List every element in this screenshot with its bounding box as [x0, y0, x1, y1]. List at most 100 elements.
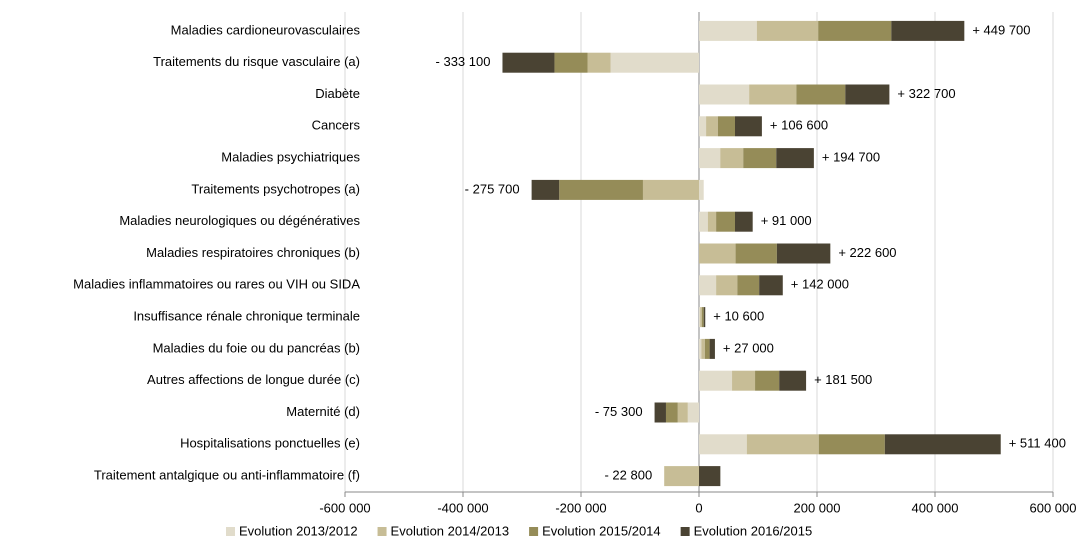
bar-segment — [845, 84, 890, 105]
y-tick-label: Hospitalisations ponctuelles (e) — [180, 436, 360, 451]
bar-segment — [701, 338, 705, 359]
y-tick-label: Maladies respiratoires chroniques (b) — [146, 245, 360, 260]
bar-segment — [796, 84, 846, 105]
bar-segment — [699, 466, 721, 487]
bar-segment — [699, 243, 736, 264]
bar-segment — [749, 84, 797, 105]
bar-segment — [610, 52, 699, 73]
total-label: + 91 000 — [761, 213, 812, 228]
total-label: + 511 400 — [1009, 436, 1066, 451]
bar-segment — [699, 338, 702, 359]
y-tick-label: Maladies psychiatriques — [221, 150, 360, 165]
x-tick-label: 0 — [695, 500, 702, 515]
x-tick-label: -400 000 — [437, 500, 488, 515]
y-tick-label: Maladies inflammatoires ou rares ou VIH … — [73, 277, 360, 292]
bar-segment — [776, 243, 831, 264]
legend-swatch — [529, 527, 539, 536]
y-tick-label: Traitements psychotropes (a) — [191, 181, 360, 196]
bar-segment — [884, 434, 1001, 455]
total-label: + 449 700 — [972, 22, 1030, 37]
bar-segment — [699, 275, 717, 296]
total-label: + 10 600 — [713, 309, 764, 324]
bar-segment — [703, 307, 706, 328]
total-label: - 22 800 — [604, 468, 652, 483]
total-label: + 106 600 — [770, 118, 828, 133]
bar-segment — [699, 211, 708, 232]
bar-segment — [732, 370, 756, 391]
total-label: - 275 700 — [465, 181, 520, 196]
bar-segment — [707, 211, 717, 232]
y-tick-label: Maladies cardioneurovasculaires — [171, 22, 361, 37]
total-label: + 222 600 — [838, 245, 896, 260]
total-label: + 142 000 — [791, 277, 849, 292]
legend-label: Evolution 2016/2015 — [694, 523, 813, 538]
bar-segment — [717, 116, 735, 137]
y-tick-label: Insuffisance rénale chronique terminale — [133, 309, 360, 324]
y-tick-label: Maternité (d) — [286, 404, 360, 419]
bar-segment — [779, 370, 807, 391]
total-label: - 333 100 — [436, 54, 491, 69]
total-label: + 322 700 — [897, 86, 955, 101]
x-tick-label: -600 000 — [319, 500, 370, 515]
bar-segment — [776, 148, 814, 169]
bar-segment — [687, 402, 699, 423]
bar-segment — [734, 116, 762, 137]
bar-segment — [699, 179, 704, 200]
y-tick-label: Autres affections de longue durée (c) — [147, 372, 360, 387]
bar-segment — [818, 434, 885, 455]
bar-segment — [699, 20, 757, 41]
y-tick-label: Traitement antalgique ou anti-inflammato… — [94, 468, 360, 483]
bar-segment — [706, 116, 718, 137]
bar-segment — [734, 211, 753, 232]
total-label: - 75 300 — [595, 404, 643, 419]
bar-segment — [746, 434, 819, 455]
legend-label: Evolution 2013/2012 — [239, 523, 358, 538]
bar-segment — [665, 402, 678, 423]
legend-swatch — [377, 527, 387, 536]
bar-segment — [891, 20, 965, 41]
x-tick-label: 600 000 — [1030, 500, 1077, 515]
y-tick-label: Maladies neurologiques ou dégénératives — [119, 213, 360, 228]
legend-label: Evolution 2015/2014 — [542, 523, 661, 538]
y-tick-label: Traitements du risque vasculaire (a) — [153, 54, 360, 69]
bar-segment — [743, 148, 777, 169]
bar-segment — [554, 52, 588, 73]
legend-swatch — [680, 527, 690, 536]
bar-segment — [587, 52, 611, 73]
bar-segment — [759, 275, 783, 296]
bar-segment — [716, 211, 735, 232]
bar-segment — [699, 148, 721, 169]
total-label: + 181 500 — [814, 372, 872, 387]
bar-segment — [699, 370, 733, 391]
bar-segment — [700, 307, 702, 328]
bar-segment — [818, 20, 892, 41]
bar-segment — [699, 307, 701, 328]
bar-segment — [716, 275, 738, 296]
bar-segment — [642, 179, 699, 200]
legend-label: Evolution 2014/2013 — [391, 523, 510, 538]
total-label: + 27 000 — [723, 340, 774, 355]
bar-segment — [720, 148, 744, 169]
bar-segment — [709, 338, 715, 359]
bar-segment — [735, 243, 777, 264]
x-tick-label: 400 000 — [912, 500, 959, 515]
x-tick-label: 200 000 — [794, 500, 841, 515]
y-tick-label: Diabète — [315, 86, 360, 101]
x-tick-label: -200 000 — [555, 500, 606, 515]
bar-segment — [756, 20, 819, 41]
y-tick-label: Cancers — [312, 118, 361, 133]
total-label: + 194 700 — [822, 150, 880, 165]
bar-segment — [664, 466, 699, 487]
bar-segment — [654, 402, 666, 423]
bar-segment — [677, 402, 688, 423]
bar-segment — [737, 275, 760, 296]
y-tick-label: Maladies du foie ou du pancréas (b) — [153, 340, 360, 355]
bar-segment — [755, 370, 780, 391]
bar-segment — [699, 434, 747, 455]
bar-segment — [559, 179, 643, 200]
legend-swatch — [226, 527, 235, 536]
bar-segment — [704, 338, 710, 359]
bar-segment — [699, 116, 707, 137]
